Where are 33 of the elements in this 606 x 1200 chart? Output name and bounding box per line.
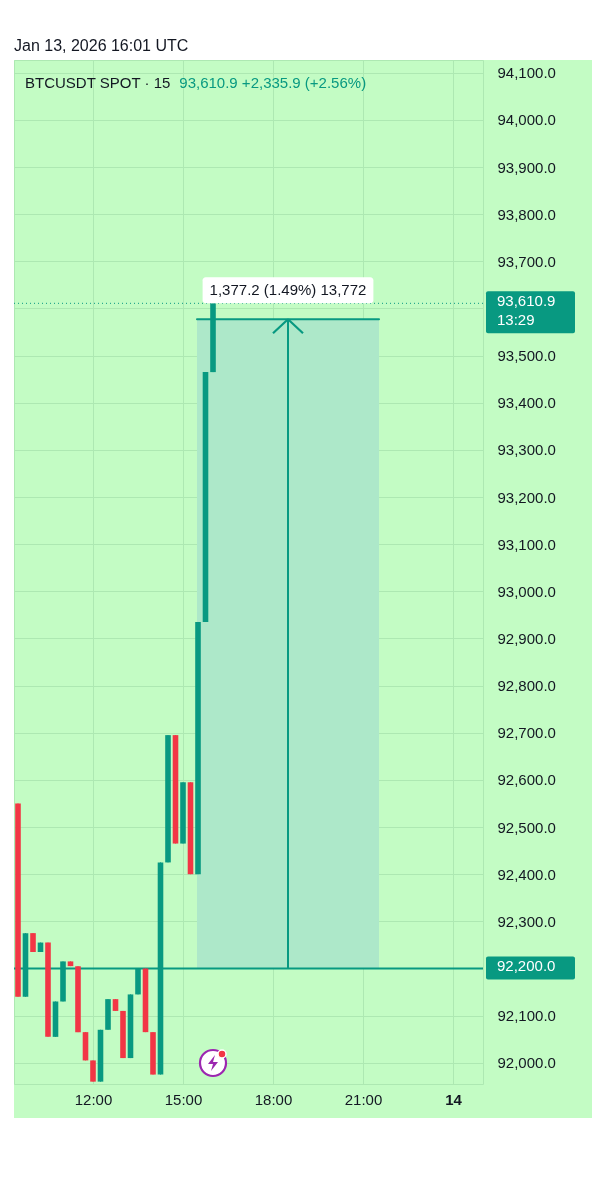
x-tick-label: 15:00 <box>164 1090 203 1108</box>
text: Jan 13, 2026 16:01 UTC <box>14 36 189 56</box>
y-tick-label: 92,100.0 <box>497 1007 556 1025</box>
x-tick-label: 12:00 <box>74 1090 113 1108</box>
annotation: 1,377.2 (1.49%) 13,772 <box>209 281 367 299</box>
y-tick-label: 92,300.0 <box>497 912 556 930</box>
y-tick-label: 93,400.0 <box>497 394 556 412</box>
y-tick-label: 92,700.0 <box>497 724 556 742</box>
candlestick <box>90 1059 96 1083</box>
y-tick-label: 93,500.0 <box>497 347 556 365</box>
y-tick-label: 94,100.0 <box>497 64 556 82</box>
ref-line-label: 93,610.9 13:29 <box>497 292 556 329</box>
y-tick-label: 93,900.0 <box>497 158 556 176</box>
text: BTCUSDT SPOT · 15 <box>25 74 171 91</box>
candlestick <box>30 932 36 953</box>
y-tick-label: 92,000.0 <box>497 1054 556 1072</box>
y-tick-label: 94,000.0 <box>497 111 556 129</box>
y-tick-label: 93,200.0 <box>497 488 556 506</box>
x-tick-label: 14 <box>445 1090 463 1108</box>
y-tick-label: 93,800.0 <box>497 205 556 223</box>
y-tick-label: 92,800.0 <box>497 677 556 695</box>
y-tick-label: 93,000.0 <box>497 582 556 600</box>
y-tick-label: 93,700.0 <box>497 252 556 270</box>
y-tick-label: 92,900.0 <box>497 629 556 647</box>
y-tick-label: 93,100.0 <box>497 535 556 553</box>
y-tick-label: 92,500.0 <box>497 818 556 836</box>
ref-line-label: 92,200.0 <box>497 957 556 975</box>
x-tick-label: 18:00 <box>254 1090 293 1108</box>
y-tick-label: 92,600.0 <box>497 771 556 789</box>
text: 93,610.9 +2,335.9 (+2.56%) <box>179 74 367 91</box>
y-tick-label: 93,300.0 <box>497 441 556 459</box>
y-tick-label: 92,400.0 <box>497 865 556 883</box>
x-tick-label: 21:00 <box>344 1090 383 1108</box>
